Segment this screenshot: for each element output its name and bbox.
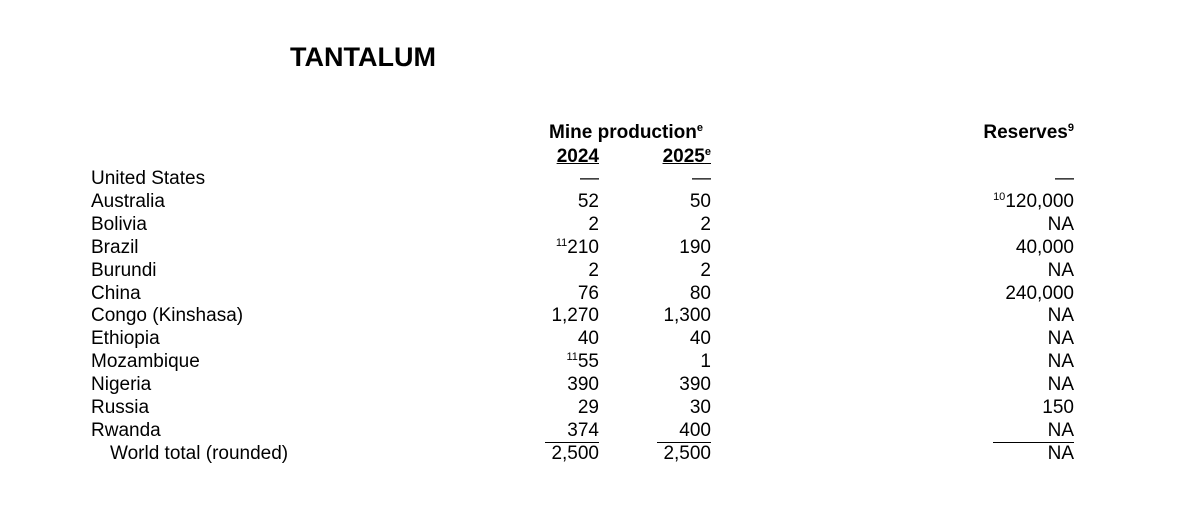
value-cell: NA <box>1047 374 1074 396</box>
value-cell: 400 <box>679 419 711 441</box>
country: Russia <box>91 397 150 418</box>
country: Nigeria <box>91 374 152 396</box>
value-cell: 1155 <box>566 351 599 375</box>
value-cell-text: 120,000 <box>1005 190 1074 212</box>
value-cell: 390 <box>679 374 711 396</box>
year-header: 2025e <box>663 146 711 170</box>
subtotal-rule <box>545 442 599 443</box>
footnote-ref: 11 <box>566 351 578 364</box>
value-cell: 2,500 <box>663 442 711 464</box>
footnote-ref: e <box>704 146 711 158</box>
footnote-ref: 11 <box>555 236 568 249</box>
value-cell: 40 <box>577 328 599 350</box>
value-cell: 40 <box>689 328 711 350</box>
value-cell: 2 <box>700 259 711 281</box>
value-cell: NA <box>1047 442 1074 464</box>
country: Mozambique <box>91 351 200 373</box>
value-cell: — <box>580 168 599 189</box>
value-cell: 1,300 <box>663 305 711 327</box>
country: World total (rounded) <box>110 442 289 464</box>
value-cell: 150 <box>1042 397 1074 418</box>
value-cell: 1,270 <box>551 305 599 327</box>
value-cell: — <box>692 168 711 189</box>
country: United States <box>91 168 206 189</box>
value-cell: NA <box>1047 305 1074 327</box>
year-header: 2024 <box>557 146 599 168</box>
value-cell: NA <box>1047 213 1074 235</box>
country: Brazil <box>91 236 139 258</box>
subtotal-rule <box>657 442 711 443</box>
value-cell: 76 <box>577 282 599 304</box>
title: TANTALUM <box>290 42 436 72</box>
value-cell: 11210 <box>556 237 599 261</box>
reserves-header: Reserves9 <box>983 122 1074 146</box>
value-cell: 2 <box>588 259 599 281</box>
value-cell: 40,000 <box>1015 236 1074 258</box>
value-cell: 374 <box>567 419 599 441</box>
value-cell: NA <box>1047 259 1074 281</box>
value-cell: 29 <box>577 397 599 418</box>
value-cell: — <box>1055 168 1074 189</box>
value-cell: NA <box>1047 328 1074 350</box>
value-cell: 240,000 <box>1005 282 1074 304</box>
value-cell: 2 <box>588 213 599 235</box>
country: Burundi <box>91 259 157 281</box>
column-group-header-text: Mine production <box>549 122 697 143</box>
value-cell: 50 <box>689 190 711 212</box>
country: China <box>91 282 141 304</box>
country: Australia <box>91 190 165 212</box>
value-cell: 2,500 <box>551 442 599 464</box>
value-cell: NA <box>1047 419 1074 441</box>
value-cell: 390 <box>567 374 599 396</box>
footnote-ref: e <box>696 122 703 134</box>
year-header-text: 2025 <box>662 146 705 167</box>
column-group-header: Mine productione <box>549 122 703 146</box>
value-cell: 190 <box>679 236 711 258</box>
value-cell: 10120,000 <box>993 191 1074 215</box>
value-cell: 1 <box>700 351 711 373</box>
footnote-ref: 9 <box>1067 122 1074 134</box>
value-cell-text: 210 <box>567 236 599 258</box>
value-cell: 52 <box>577 190 599 212</box>
value-cell: 80 <box>689 282 711 304</box>
footnote-ref: 10 <box>993 190 1006 203</box>
value-cell-text: 55 <box>577 351 599 373</box>
country: Ethiopia <box>91 328 160 350</box>
country: Bolivia <box>91 213 147 235</box>
subtotal-rule <box>993 442 1074 443</box>
value-cell: 30 <box>689 397 711 418</box>
value-cell: NA <box>1047 351 1074 373</box>
country: Congo (Kinshasa) <box>91 305 244 327</box>
year-header-text: 2024 <box>556 146 599 167</box>
country: Rwanda <box>91 419 161 441</box>
reserves-header-text: Reserves <box>983 122 1068 143</box>
value-cell: 2 <box>700 213 711 235</box>
